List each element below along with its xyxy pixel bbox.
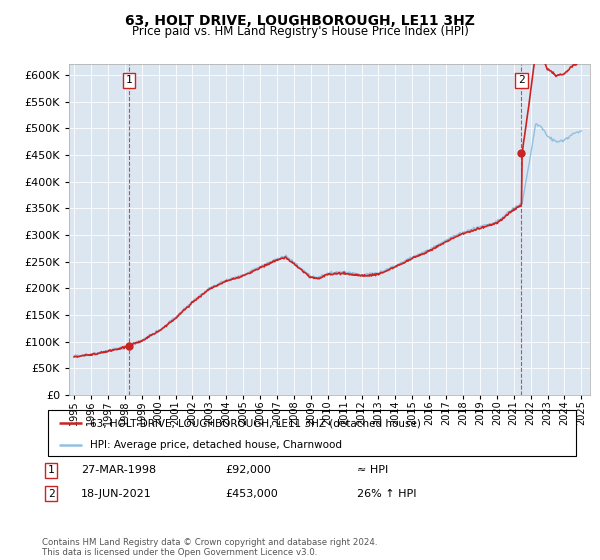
Text: £92,000: £92,000 — [225, 465, 271, 475]
Text: 63, HOLT DRIVE, LOUGHBOROUGH, LE11 3HZ (detached house): 63, HOLT DRIVE, LOUGHBOROUGH, LE11 3HZ (… — [90, 418, 421, 428]
Text: 63, HOLT DRIVE, LOUGHBOROUGH, LE11 3HZ: 63, HOLT DRIVE, LOUGHBOROUGH, LE11 3HZ — [125, 14, 475, 28]
Text: Contains HM Land Registry data © Crown copyright and database right 2024.
This d: Contains HM Land Registry data © Crown c… — [42, 538, 377, 557]
Text: ≈ HPI: ≈ HPI — [357, 465, 388, 475]
Text: 2: 2 — [518, 76, 525, 85]
Text: HPI: Average price, detached house, Charnwood: HPI: Average price, detached house, Char… — [90, 440, 342, 450]
Text: 18-JUN-2021: 18-JUN-2021 — [81, 489, 152, 499]
Text: Price paid vs. HM Land Registry's House Price Index (HPI): Price paid vs. HM Land Registry's House … — [131, 25, 469, 38]
Text: 26% ↑ HPI: 26% ↑ HPI — [357, 489, 416, 499]
Text: £453,000: £453,000 — [225, 489, 278, 499]
Text: 27-MAR-1998: 27-MAR-1998 — [81, 465, 156, 475]
Text: 2: 2 — [47, 489, 55, 499]
Text: 1: 1 — [47, 465, 55, 475]
Text: 1: 1 — [125, 76, 132, 85]
